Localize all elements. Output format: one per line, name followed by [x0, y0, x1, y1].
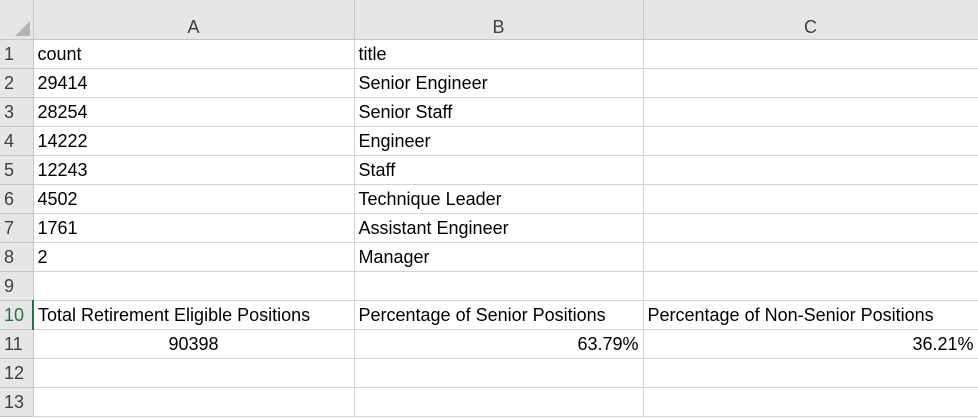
cell-c8[interactable] [643, 242, 978, 272]
cell-a9[interactable] [33, 271, 355, 301]
cell-b5[interactable]: Staff [354, 155, 644, 185]
cell-c13[interactable] [643, 387, 978, 417]
row-header[interactable]: 13 [0, 387, 34, 417]
table-row: 13 [0, 387, 978, 417]
cell-a1[interactable]: count [33, 39, 355, 69]
row-header[interactable]: 7 [0, 213, 34, 243]
table-row: 5 12243 Staff [0, 155, 978, 185]
row-header[interactable]: 12 [0, 358, 34, 388]
cell-a3[interactable]: 28254 [33, 97, 355, 127]
table-row: 6 4502 Technique Leader [0, 184, 978, 214]
table-row: 10 Total Retirement Eligible Positions P… [0, 300, 978, 330]
cell-b4[interactable]: Engineer [354, 126, 644, 156]
table-row: 8 2 Manager [0, 242, 978, 272]
cell-c9[interactable] [643, 271, 978, 301]
table-row: 11 90398 63.79% 36.21% [0, 329, 978, 359]
cell-c7[interactable] [643, 213, 978, 243]
table-row: 7 1761 Assistant Engineer [0, 213, 978, 243]
row-header[interactable]: 6 [0, 184, 34, 214]
select-all-triangle-icon [14, 21, 30, 36]
row-header[interactable]: 11 [0, 329, 34, 359]
cell-b6[interactable]: Technique Leader [354, 184, 644, 214]
cell-c10[interactable]: Percentage of Non-Senior Positions [643, 300, 978, 330]
row-header[interactable]: 2 [0, 68, 34, 98]
column-header-a[interactable]: A [33, 0, 355, 40]
table-row: 1 count title [0, 39, 978, 69]
cell-b3[interactable]: Senior Staff [354, 97, 644, 127]
row-header[interactable]: 9 [0, 271, 34, 301]
cell-c4[interactable] [643, 126, 978, 156]
cell-a8[interactable]: 2 [33, 242, 355, 272]
table-row: 4 14222 Engineer [0, 126, 978, 156]
column-header-row: A B C [0, 0, 978, 40]
select-all-button[interactable] [0, 0, 34, 40]
cell-b11[interactable]: 63.79% [354, 329, 644, 359]
table-row: 2 29414 Senior Engineer [0, 68, 978, 98]
cell-b7[interactable]: Assistant Engineer [354, 213, 644, 243]
cell-a7[interactable]: 1761 [33, 213, 355, 243]
row-header[interactable]: 5 [0, 155, 34, 185]
column-header-b[interactable]: B [354, 0, 644, 40]
cell-b9[interactable] [354, 271, 644, 301]
row-header[interactable]: 10 [0, 300, 34, 330]
cell-c3[interactable] [643, 97, 978, 127]
row-header[interactable]: 3 [0, 97, 34, 127]
cell-a13[interactable] [33, 387, 355, 417]
cell-c2[interactable] [643, 68, 978, 98]
cell-b1[interactable]: title [354, 39, 644, 69]
column-header-c[interactable]: C [643, 0, 978, 40]
cell-b2[interactable]: Senior Engineer [354, 68, 644, 98]
table-row: 12 [0, 358, 978, 388]
cell-b12[interactable] [354, 358, 644, 388]
cell-c11[interactable]: 36.21% [643, 329, 978, 359]
table-row: 3 28254 Senior Staff [0, 97, 978, 127]
cell-a11[interactable]: 90398 [33, 329, 355, 359]
cell-b13[interactable] [354, 387, 644, 417]
cell-a2[interactable]: 29414 [33, 68, 355, 98]
cell-a10[interactable]: Total Retirement Eligible Positions [33, 300, 355, 330]
cell-a5[interactable]: 12243 [33, 155, 355, 185]
row-header[interactable]: 4 [0, 126, 34, 156]
row-header[interactable]: 1 [0, 39, 34, 69]
cell-a12[interactable] [33, 358, 355, 388]
cell-c5[interactable] [643, 155, 978, 185]
row-header[interactable]: 8 [0, 242, 34, 272]
cell-b10[interactable]: Percentage of Senior Positions [354, 300, 644, 330]
cell-c1[interactable] [643, 39, 978, 69]
cell-c6[interactable] [643, 184, 978, 214]
table-row: 9 [0, 271, 978, 301]
cell-b8[interactable]: Manager [354, 242, 644, 272]
cell-a4[interactable]: 14222 [33, 126, 355, 156]
cell-c12[interactable] [643, 358, 978, 388]
cell-a6[interactable]: 4502 [33, 184, 355, 214]
